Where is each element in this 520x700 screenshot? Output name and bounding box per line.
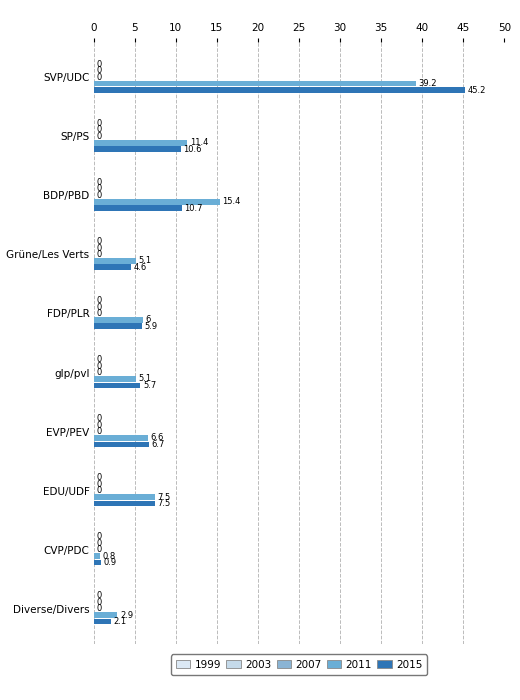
Text: 0: 0 — [96, 539, 101, 548]
Bar — [94, 500, 155, 506]
Text: 0: 0 — [96, 414, 101, 424]
Text: 0: 0 — [96, 73, 101, 82]
Text: 0: 0 — [96, 309, 101, 318]
Text: 6: 6 — [146, 316, 151, 324]
Text: 0: 0 — [96, 191, 101, 200]
Text: 15.4: 15.4 — [223, 197, 241, 206]
Text: 5.1: 5.1 — [138, 374, 151, 384]
Bar — [94, 265, 132, 270]
Text: 0: 0 — [96, 132, 101, 141]
Bar — [94, 619, 111, 624]
Bar — [94, 317, 143, 323]
Text: 0: 0 — [96, 178, 101, 187]
Text: 5.9: 5.9 — [145, 322, 158, 331]
Text: 7.5: 7.5 — [158, 499, 171, 508]
Bar — [94, 442, 149, 447]
Bar — [94, 382, 140, 389]
Text: 0: 0 — [96, 480, 101, 489]
Text: 0: 0 — [96, 421, 101, 430]
Legend: 1999, 2003, 2007, 2011, 2015: 1999, 2003, 2007, 2011, 2015 — [171, 654, 427, 675]
Text: 0: 0 — [96, 473, 101, 482]
Text: 0: 0 — [96, 592, 101, 601]
Text: 0: 0 — [96, 184, 101, 193]
Text: 0: 0 — [96, 244, 101, 253]
Text: 39.2: 39.2 — [418, 79, 437, 88]
Text: 0.8: 0.8 — [102, 552, 116, 561]
Text: 0: 0 — [96, 486, 101, 495]
Bar — [94, 376, 136, 382]
Text: 0: 0 — [96, 125, 101, 134]
Text: 5.1: 5.1 — [138, 256, 151, 265]
Bar — [94, 258, 136, 264]
Text: 0: 0 — [96, 250, 101, 259]
Text: 0.9: 0.9 — [103, 558, 116, 567]
Text: 4.6: 4.6 — [134, 262, 147, 272]
Bar — [94, 88, 465, 93]
Text: 2.1: 2.1 — [113, 617, 126, 626]
Bar — [94, 560, 101, 566]
Text: 0: 0 — [96, 296, 101, 305]
Text: 5.7: 5.7 — [143, 381, 156, 390]
Text: 0: 0 — [96, 302, 101, 312]
Text: 0: 0 — [96, 60, 101, 69]
Text: 10.6: 10.6 — [183, 145, 202, 153]
Text: 45.2: 45.2 — [467, 85, 486, 94]
Bar — [94, 205, 181, 211]
Text: 11.4: 11.4 — [190, 138, 208, 147]
Bar — [94, 553, 100, 559]
Text: 0: 0 — [96, 368, 101, 377]
Text: 0: 0 — [96, 362, 101, 370]
Bar — [94, 494, 155, 500]
Bar — [94, 199, 220, 204]
Bar — [94, 612, 118, 618]
Text: 0: 0 — [96, 545, 101, 554]
Text: 0: 0 — [96, 604, 101, 613]
Bar — [94, 80, 415, 86]
Text: 0: 0 — [96, 598, 101, 607]
Text: 6.6: 6.6 — [150, 433, 164, 442]
Text: 6.7: 6.7 — [151, 440, 164, 449]
Text: 0: 0 — [96, 66, 101, 76]
Text: 2.9: 2.9 — [120, 610, 133, 620]
Text: 0: 0 — [96, 355, 101, 364]
Text: 0: 0 — [96, 533, 101, 541]
Text: 0: 0 — [96, 237, 101, 246]
Bar — [94, 323, 142, 329]
Text: 7.5: 7.5 — [158, 493, 171, 502]
Bar — [94, 140, 187, 146]
Bar — [94, 146, 180, 152]
Text: 0: 0 — [96, 427, 101, 436]
Text: 10.7: 10.7 — [184, 204, 202, 213]
Bar — [94, 435, 148, 441]
Text: 0: 0 — [96, 119, 101, 128]
